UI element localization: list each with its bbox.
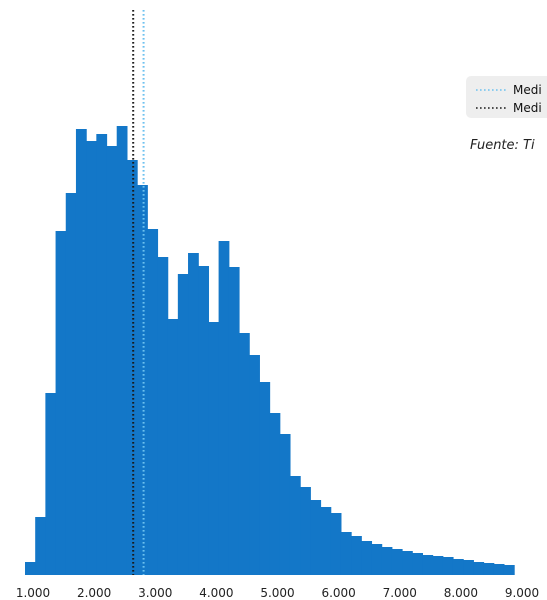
histogram-bar bbox=[75, 129, 87, 575]
histogram-bar bbox=[177, 274, 189, 575]
histogram-bar bbox=[116, 126, 128, 575]
histogram-bar bbox=[422, 555, 434, 575]
histogram-bar bbox=[442, 557, 454, 575]
x-tick-label: 1.000 bbox=[16, 586, 50, 600]
legend-label-median-dark: Medi bbox=[513, 101, 542, 115]
histogram-bar bbox=[198, 266, 210, 575]
histogram-bar bbox=[340, 532, 352, 575]
x-tick-label: 8.000 bbox=[444, 586, 478, 600]
histogram-bar bbox=[269, 413, 281, 575]
histogram-bar bbox=[483, 563, 495, 575]
histogram-bar bbox=[96, 134, 108, 575]
histogram-bar bbox=[249, 355, 260, 575]
histogram-bar bbox=[351, 536, 362, 575]
legend-box bbox=[466, 76, 547, 118]
histogram-bar bbox=[147, 229, 159, 575]
histogram-bar bbox=[167, 319, 179, 575]
histogram-bar bbox=[503, 565, 515, 575]
histogram-bar bbox=[157, 257, 169, 575]
histogram-bar bbox=[391, 549, 403, 575]
histogram-bar bbox=[300, 487, 311, 575]
histogram-bar bbox=[463, 560, 474, 575]
histogram-bar bbox=[106, 146, 118, 575]
histogram-bar bbox=[402, 551, 413, 575]
histogram-bar bbox=[330, 513, 342, 575]
histogram-bar bbox=[452, 559, 464, 575]
histogram-bar bbox=[259, 382, 271, 575]
x-axis: 1.000 2.000 3.000 4.000 5.000 6.000 7.000 8.000… bbox=[16, 586, 539, 600]
histogram-bar bbox=[371, 544, 383, 575]
x-tick-label: 5.000 bbox=[260, 586, 294, 600]
x-tick-label: 4.000 bbox=[199, 586, 233, 600]
histogram-bar bbox=[381, 547, 393, 575]
histogram-bar bbox=[218, 241, 230, 575]
histogram-bar bbox=[35, 517, 46, 575]
histogram-bars bbox=[25, 126, 515, 575]
legend-label-median-light: Medi bbox=[513, 83, 542, 97]
legend: Medi Medi bbox=[466, 76, 547, 118]
histogram-bar bbox=[412, 553, 423, 575]
histogram-bar bbox=[238, 333, 250, 575]
histogram-bar bbox=[188, 253, 199, 575]
x-tick-label: 2.000 bbox=[77, 586, 111, 600]
histogram-bar bbox=[137, 185, 148, 575]
histogram-bar bbox=[493, 564, 505, 575]
histogram-bar bbox=[320, 507, 332, 575]
histogram-bar bbox=[279, 434, 291, 575]
x-tick-label: 9.000 bbox=[505, 586, 539, 600]
histogram-bar bbox=[473, 562, 485, 575]
histogram-bar bbox=[208, 322, 220, 575]
histogram-bar bbox=[361, 541, 373, 575]
histogram-bar bbox=[86, 141, 97, 575]
histogram-bar bbox=[432, 556, 444, 575]
source-note: Fuente: Ti bbox=[470, 138, 535, 153]
histogram-bar bbox=[25, 562, 36, 575]
x-tick-label: 7.000 bbox=[383, 586, 417, 600]
histogram-bar bbox=[289, 476, 301, 575]
histogram-bar bbox=[310, 500, 322, 575]
histogram-bar bbox=[45, 393, 57, 575]
x-tick-label: 3.000 bbox=[138, 586, 172, 600]
x-tick-label: 6.000 bbox=[321, 586, 355, 600]
histogram-bar bbox=[65, 193, 77, 575]
histogram-bar bbox=[55, 231, 67, 575]
histogram-bar bbox=[228, 267, 240, 575]
